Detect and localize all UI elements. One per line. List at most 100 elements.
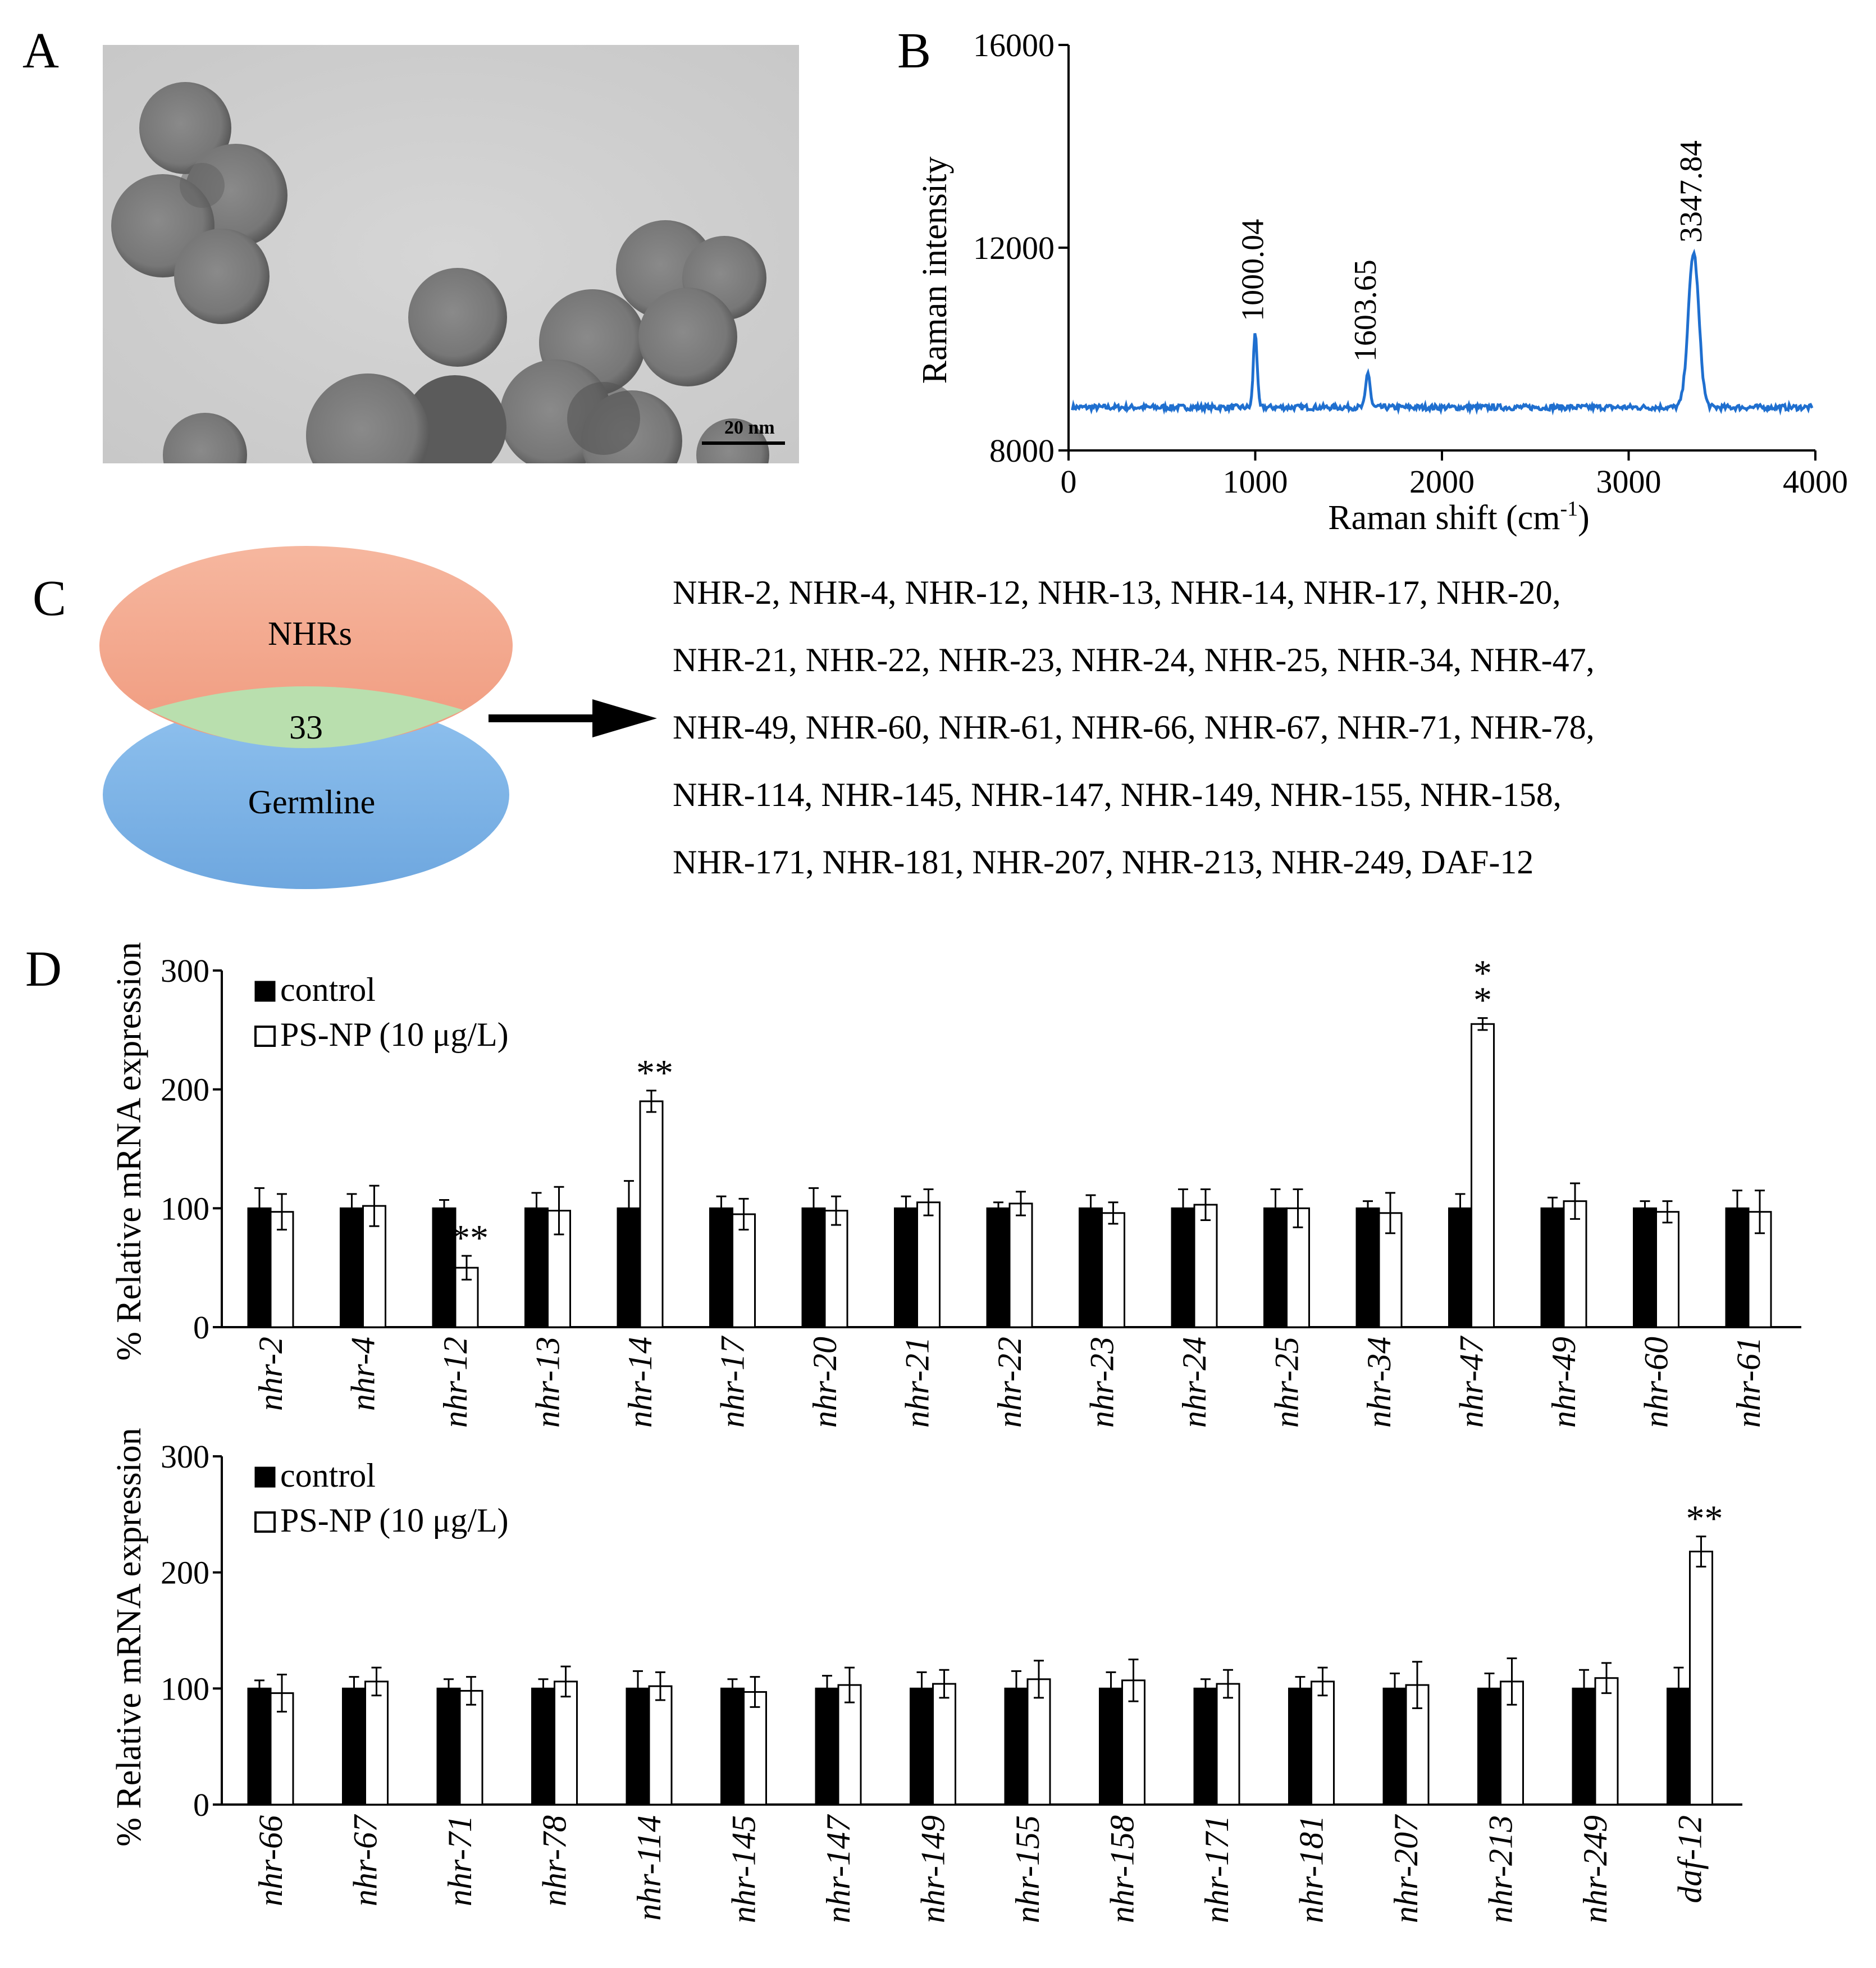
bar-psnp	[270, 1211, 294, 1328]
bar-psnp	[364, 1680, 389, 1806]
category-label: nhr-71	[441, 1815, 478, 1906]
x-axis-label-end: )	[1578, 499, 1590, 537]
venn-overlap	[149, 686, 463, 748]
category-label: nhr-147	[820, 1814, 857, 1923]
bar-control	[910, 1687, 934, 1806]
y-tick-label: 12000	[973, 230, 1055, 266]
category-label: nhr-171	[1198, 1815, 1235, 1923]
peak-label: 1000.04	[1236, 219, 1271, 321]
category-label: nhr-149	[915, 1815, 952, 1923]
scale-bar	[702, 441, 785, 445]
category-label: nhr-145	[725, 1815, 763, 1923]
bar-psnp	[1101, 1212, 1125, 1328]
bar-control	[1633, 1207, 1657, 1328]
category-label: nhr-25	[1268, 1337, 1306, 1428]
nhr-gene-line: NHR-49, NHR-60, NHR-61, NHR-66, NHR-67, …	[673, 709, 1595, 746]
raman-spectrum-line	[1071, 248, 1814, 416]
category-label: nhr-213	[1482, 1815, 1519, 1923]
venn-nhrs-label: NHRs	[268, 615, 352, 652]
bar-psnp	[1655, 1211, 1679, 1328]
category-label: nhr-181	[1293, 1815, 1330, 1923]
category-label: nhr-60	[1638, 1337, 1675, 1428]
bar-psnp	[1563, 1200, 1587, 1328]
x-tick-label: 3000	[1596, 463, 1662, 500]
legend-swatch-control	[254, 981, 276, 1002]
tem-image	[103, 45, 799, 463]
x-axis-label-sup: -1	[1560, 497, 1578, 521]
category-label: nhr-21	[899, 1337, 936, 1428]
significance-marker: *	[1473, 980, 1492, 1021]
category-label: nhr-17	[714, 1335, 751, 1428]
category-label: nhr-155	[1009, 1815, 1046, 1923]
bar-control	[720, 1687, 745, 1806]
bar-psnp	[1689, 1550, 1713, 1806]
category-label: nhr-114	[631, 1815, 668, 1921]
bar-psnp	[932, 1683, 956, 1806]
legend-label-psnp: PS-NP (10 μg/L)	[280, 1502, 509, 1539]
x-tick-label: 2000	[1409, 463, 1475, 500]
y-tick-label: 0	[193, 1309, 209, 1346]
legend-swatch-control	[254, 1466, 276, 1488]
bar-control	[1288, 1687, 1312, 1806]
significance-marker: **	[1686, 1498, 1723, 1539]
nhr-gene-line: NHR-114, NHR-145, NHR-147, NHR-149, NHR-…	[673, 776, 1562, 813]
significance-marker: **	[636, 1053, 673, 1094]
venn-diagram: NHRs 33 Germline	[99, 546, 513, 889]
y-tick-label: 300	[161, 953, 209, 989]
category-label: nhr-249	[1577, 1815, 1614, 1923]
bar-psnp	[1121, 1679, 1145, 1806]
bar-psnp	[1471, 1023, 1495, 1328]
bar-psnp	[916, 1201, 941, 1328]
category-label: daf-12	[1672, 1815, 1709, 1903]
category-label: nhr-4	[345, 1337, 382, 1411]
y-tick-label: 8000	[989, 432, 1055, 469]
legend-label-control: control	[280, 1457, 376, 1494]
x-axis-label: Raman shift (cm-1)	[1328, 497, 1590, 537]
x-tick-label: 1000	[1223, 463, 1288, 500]
bar-psnp	[554, 1680, 578, 1806]
significance-marker: **	[451, 1218, 489, 1259]
bar-control	[815, 1687, 839, 1806]
significance-marker: *	[1473, 953, 1492, 994]
legend-label-psnp: PS-NP (10 μg/L)	[280, 1016, 509, 1053]
legend-swatch-psnp	[254, 1026, 276, 1047]
bar-psnp	[1594, 1677, 1619, 1806]
bar-psnp	[648, 1685, 673, 1806]
category-label: nhr-34	[1361, 1337, 1398, 1428]
bar-control	[524, 1207, 549, 1328]
y-tick-label: 100	[161, 1670, 209, 1707]
bar-psnp	[639, 1100, 664, 1328]
bar-control	[1477, 1687, 1501, 1806]
bar-control	[1355, 1207, 1380, 1328]
peak-label: 1603.65	[1348, 259, 1383, 362]
bar-control	[436, 1687, 461, 1806]
category-label: nhr-49	[1545, 1337, 1582, 1428]
bar-control	[247, 1687, 272, 1806]
peak-label: 3347.84	[1674, 140, 1709, 243]
category-label: nhr-20	[806, 1337, 843, 1428]
y-tick-label: 200	[161, 1072, 209, 1108]
panel-letter-b: B	[897, 23, 931, 79]
y-tick-label: 300	[161, 1438, 209, 1475]
category-label: nhr-207	[1387, 1814, 1425, 1923]
bar-psnp	[459, 1689, 483, 1806]
bar-psnp	[732, 1213, 756, 1328]
panel-letter-d: D	[25, 941, 62, 997]
nhr-gene-line: NHR-21, NHR-22, NHR-23, NHR-24, NHR-25, …	[673, 641, 1595, 678]
category-label: nhr-13	[530, 1337, 567, 1428]
bar-control	[342, 1687, 366, 1806]
expression-bar-chart-top: 0 100 200 300 % Relative mRNA expression nhr-…	[110, 942, 1801, 1428]
nhr-gene-line: NHR-2, NHR-4, NHR-12, NHR-13, NHR-14, NH…	[673, 574, 1561, 611]
bar-psnp	[1311, 1680, 1335, 1806]
bar-control	[340, 1207, 364, 1328]
y-tick-label: 200	[161, 1555, 209, 1591]
panel-letter-c: C	[33, 571, 66, 626]
category-label: nhr-2	[252, 1337, 289, 1411]
bar-control	[1193, 1687, 1218, 1806]
bar-control	[1099, 1687, 1123, 1806]
y-tick-label: 100	[161, 1190, 209, 1227]
bar-control	[531, 1687, 555, 1806]
bar-control	[894, 1207, 918, 1328]
category-label: nhr-24	[1176, 1337, 1213, 1428]
